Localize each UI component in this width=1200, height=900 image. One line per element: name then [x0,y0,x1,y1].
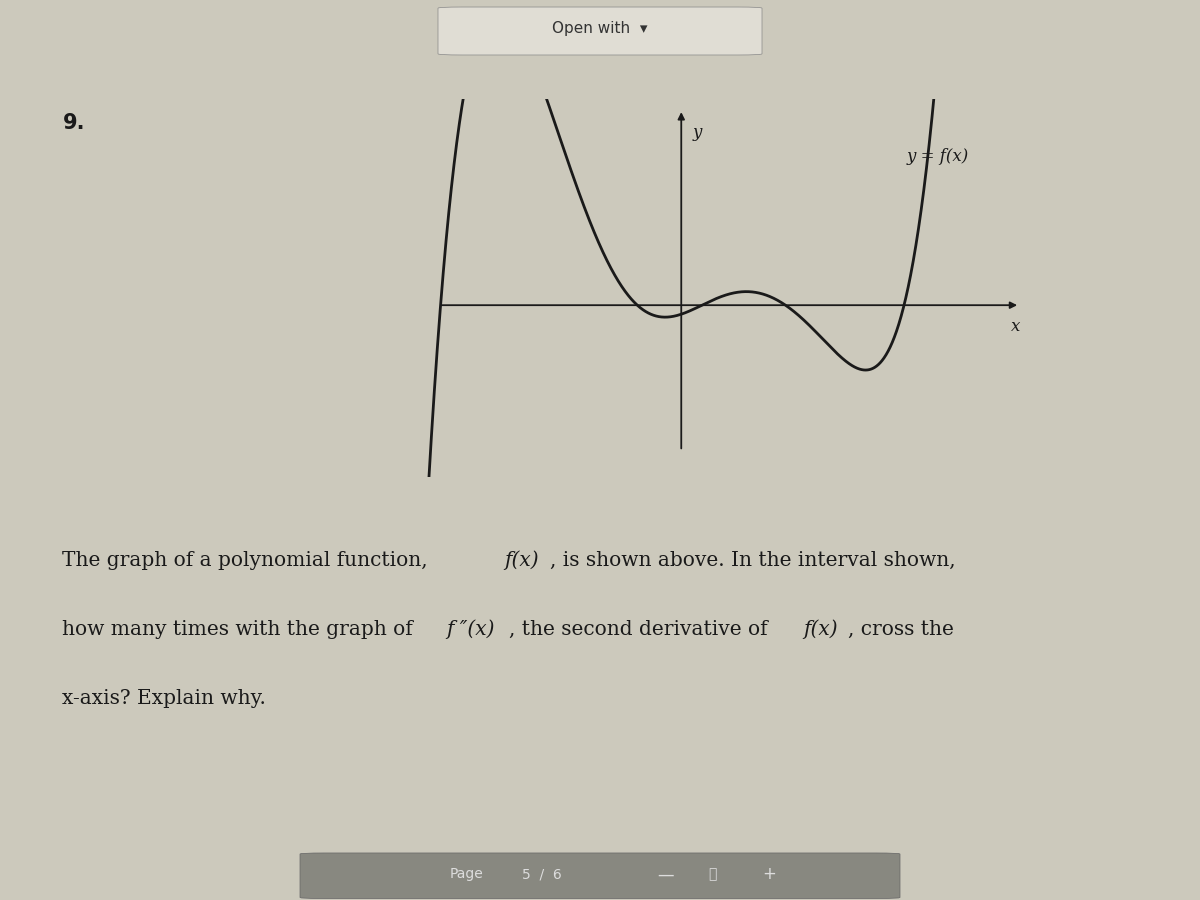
FancyBboxPatch shape [300,853,900,898]
Text: , is shown above. In the interval shown,: , is shown above. In the interval shown, [550,551,955,570]
Text: Open with  ▾: Open with ▾ [552,21,648,36]
FancyBboxPatch shape [438,7,762,55]
Text: y = f(x): y = f(x) [907,148,970,166]
Text: y: y [692,123,702,140]
Text: f ″(x): f ″(x) [446,620,494,639]
Text: how many times with the graph of: how many times with the graph of [62,620,420,639]
Text: 5  /  6: 5 / 6 [522,868,562,881]
Text: x-axis? Explain why.: x-axis? Explain why. [62,688,266,707]
Text: x: x [1010,318,1020,335]
Text: 9.: 9. [62,113,85,133]
Text: , cross the: , cross the [848,620,954,639]
Text: The graph of a polynomial function,: The graph of a polynomial function, [62,551,434,570]
Text: +: + [762,865,776,883]
Text: 🔍: 🔍 [708,868,716,881]
Text: f(x): f(x) [803,620,838,639]
Text: , the second derivative of: , the second derivative of [509,620,774,639]
Text: Page: Page [450,868,484,881]
Text: f(x): f(x) [504,551,539,571]
Text: —: — [658,865,674,883]
